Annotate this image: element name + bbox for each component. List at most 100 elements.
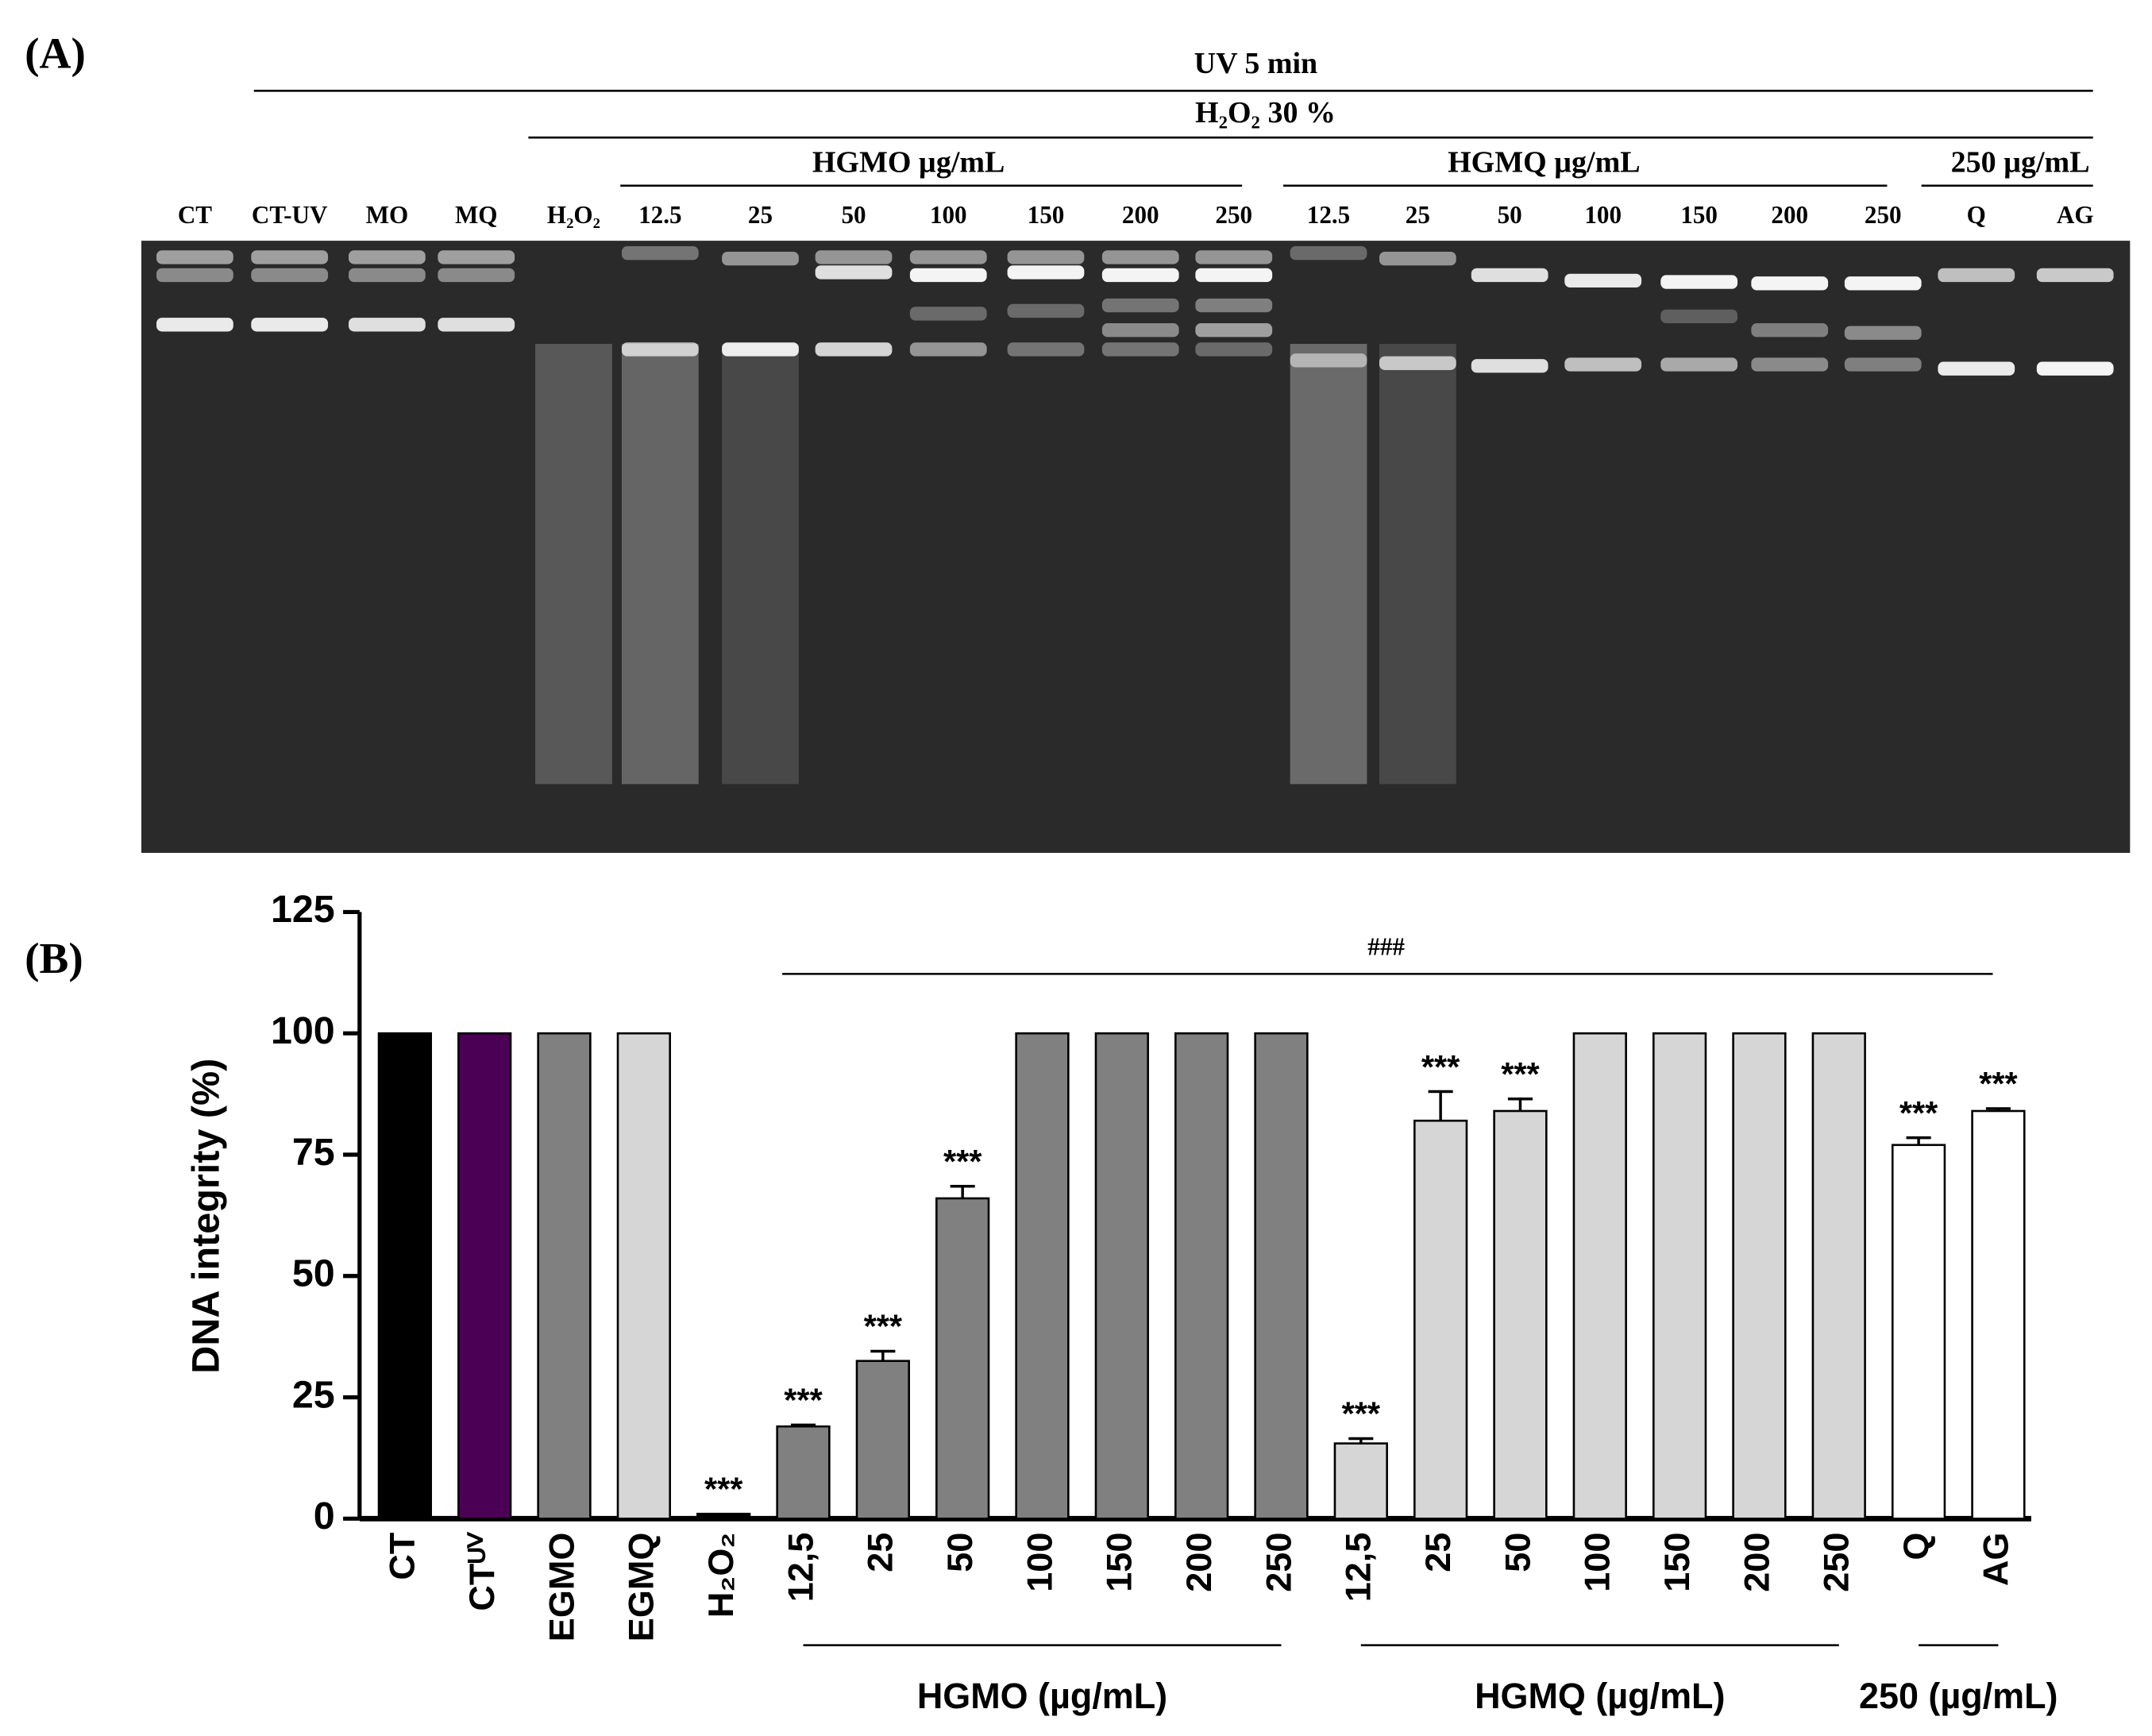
significance-label: *** <box>1979 1065 2018 1102</box>
smear <box>1379 344 1456 785</box>
x-tick-label: AG <box>1975 1533 2015 1587</box>
lane-label: 50 <box>841 201 866 229</box>
x-tick-label: EGMQ <box>621 1533 661 1642</box>
bar <box>1572 1032 1627 1520</box>
bar <box>855 1360 910 1520</box>
lane-label: CT <box>178 201 212 229</box>
error-bar <box>1348 1437 1374 1444</box>
band <box>909 250 987 264</box>
x-tick-label: 200 <box>1736 1533 1776 1592</box>
band <box>438 268 515 283</box>
x-tick-label: 12,5 <box>780 1533 820 1603</box>
x-tick-label: 50 <box>1497 1533 1537 1572</box>
band <box>1007 265 1085 280</box>
band <box>1471 359 1548 373</box>
smear <box>722 344 799 785</box>
group-label: 250 (µg/mL) <box>1859 1676 2058 1716</box>
panel-label: (B) <box>25 934 83 982</box>
y-tick-label: 75 <box>292 1131 335 1174</box>
gel <box>141 241 2131 853</box>
smear <box>1290 344 1367 785</box>
bar <box>1891 1144 1946 1520</box>
group-label: HGMQ µg/mL <box>1448 146 1641 179</box>
panel-label: (A) <box>25 29 86 77</box>
band <box>348 268 426 283</box>
band <box>1101 298 1179 313</box>
x-tick-label: 100 <box>1577 1533 1618 1592</box>
y-tick-label: 50 <box>292 1252 335 1295</box>
group-label: HGMQ (µg/mL) <box>1475 1676 1725 1716</box>
lane-label: MO <box>366 201 409 229</box>
band <box>1938 361 2015 376</box>
bar <box>1094 1032 1149 1520</box>
band <box>722 251 799 266</box>
band <box>1471 268 1548 283</box>
band <box>1007 250 1085 264</box>
significance-label: *** <box>943 1143 982 1180</box>
h2o2-label: H₂O₂ 30 % <box>1195 96 1336 129</box>
band <box>251 268 329 283</box>
band <box>1751 276 1829 291</box>
lane-label: 25 <box>1406 201 1430 229</box>
x-tick-label: 250 <box>1258 1533 1298 1592</box>
band <box>909 307 987 321</box>
significance-label: *** <box>1899 1094 1938 1132</box>
group-label: 250 µg/mL <box>1951 146 2090 179</box>
x-tick-label: 150 <box>1656 1533 1697 1592</box>
x-tick-label: EGMO <box>541 1533 581 1642</box>
band <box>438 318 515 332</box>
bar <box>616 1032 671 1520</box>
bar <box>935 1197 990 1520</box>
significance-label: *** <box>1342 1395 1381 1433</box>
y-tick-label: 25 <box>292 1373 335 1416</box>
x-tick-label: 25 <box>1417 1533 1458 1572</box>
band <box>1007 303 1085 318</box>
y-axis-title: DNA integrity (%) <box>185 1059 228 1374</box>
band <box>1379 356 1456 370</box>
band <box>1101 268 1179 283</box>
bar <box>1652 1032 1707 1520</box>
error-bar <box>950 1184 975 1198</box>
error-bar <box>1985 1107 2011 1111</box>
band <box>1195 250 1273 264</box>
band <box>1290 246 1367 260</box>
y-tick-label: 0 <box>314 1495 335 1537</box>
smear <box>621 344 699 785</box>
band <box>156 250 233 264</box>
band <box>1195 342 1273 357</box>
x-tick-label: 250 <box>1816 1533 1857 1592</box>
x-tick-label: 200 <box>1178 1533 1219 1592</box>
error-bar <box>870 1349 896 1361</box>
lane-label: H₂O₂ <box>547 201 600 229</box>
lane-label: CT-UV <box>252 201 328 229</box>
lane-label: 25 <box>748 201 773 229</box>
band <box>621 342 699 357</box>
bar <box>1732 1032 1787 1520</box>
lane-label: 250 <box>1865 201 1902 229</box>
lane-label: 150 <box>1680 201 1718 229</box>
band <box>1195 268 1273 283</box>
bar <box>1493 1109 1548 1520</box>
band <box>1564 273 1642 288</box>
band <box>1101 323 1179 338</box>
band <box>909 268 987 283</box>
band <box>156 268 233 283</box>
error-bar <box>1507 1097 1533 1111</box>
lane-label: 12.5 <box>638 201 681 229</box>
band <box>1195 323 1273 338</box>
band <box>1660 309 1738 324</box>
x-tick-label: 50 <box>939 1533 980 1572</box>
overall-significance: ### <box>1367 932 1405 960</box>
band <box>1844 276 1922 291</box>
significance-label: *** <box>1421 1048 1460 1086</box>
lane-label: MQ <box>455 201 498 229</box>
uv-label: UV 5 min <box>1194 47 1318 80</box>
lane-label: 200 <box>1771 201 1808 229</box>
bar <box>776 1425 831 1520</box>
band <box>1564 357 1642 372</box>
lane-label: 50 <box>1498 201 1522 229</box>
band <box>1938 268 2015 283</box>
x-tick-label: 100 <box>1019 1533 1059 1592</box>
significance-label: *** <box>784 1382 823 1419</box>
